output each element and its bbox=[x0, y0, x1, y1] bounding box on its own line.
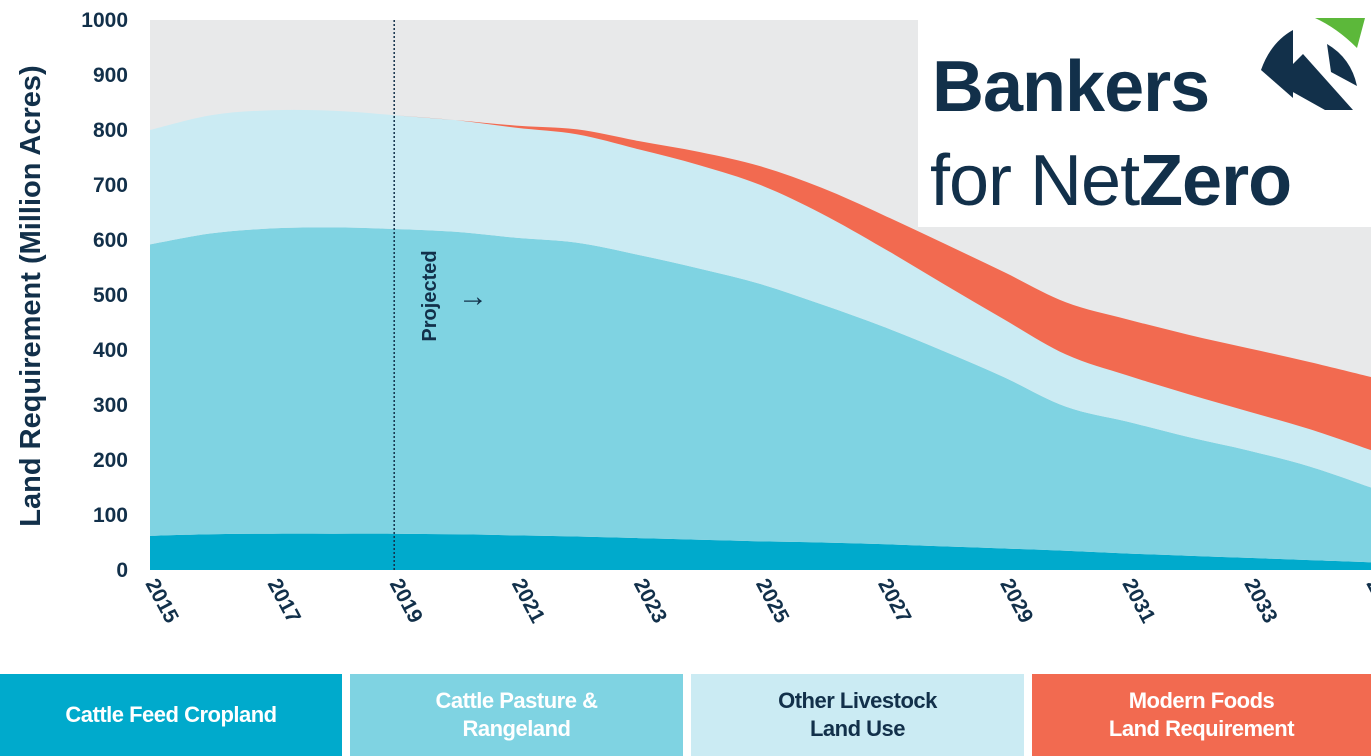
y-tick-label: 1000 bbox=[81, 9, 128, 32]
area-series-2 bbox=[150, 109, 1371, 488]
legend-modern-foods-land-requirement: Modern Foods Land Requirement bbox=[1032, 674, 1371, 756]
x-tick-label: 2015 bbox=[141, 575, 183, 627]
y-tick-label: 500 bbox=[93, 284, 128, 307]
x-tick-label: 2019 bbox=[385, 575, 427, 627]
area-series-0 bbox=[150, 533, 1371, 570]
x-tick-label: 2031 bbox=[1117, 575, 1159, 627]
area-series-group bbox=[150, 109, 1371, 570]
y-tick-label: 200 bbox=[93, 449, 128, 472]
y-tick-label: 300 bbox=[93, 394, 128, 417]
x-tick-label: 2035 bbox=[1362, 575, 1371, 627]
x-tick-label: 2021 bbox=[507, 575, 549, 627]
y-tick-label: 600 bbox=[93, 229, 128, 252]
x-tick-label: 2025 bbox=[751, 575, 793, 627]
x-tick-label: 2017 bbox=[263, 575, 305, 627]
y-tick-label: 100 bbox=[93, 504, 128, 527]
area-series-3 bbox=[150, 109, 1371, 451]
legend-cattle-feed-cropland: Cattle Feed Cropland bbox=[0, 674, 342, 756]
logo-text-for-netzero: for NetZero bbox=[930, 140, 1292, 222]
x-tick-label: 2033 bbox=[1240, 575, 1282, 627]
y-tick-label: 800 bbox=[93, 119, 128, 142]
bankers-for-netzero-mark-icon bbox=[1261, 18, 1365, 110]
projected-annotation: Projected bbox=[419, 250, 441, 341]
logo-text-bankers: Bankers bbox=[932, 47, 1210, 127]
y-axis-ticks: 0 100 200 300 400 500 600 700 800 900 1000 bbox=[81, 9, 128, 582]
x-axis-ticks: 2015 2017 2019 2021 2023 2025 2027 2029 2031 2033… bbox=[141, 575, 1371, 627]
y-axis-label: Land Requirement (Million Acres) bbox=[15, 65, 47, 526]
y-tick-label: 700 bbox=[93, 174, 128, 197]
logo-text-for-net: for Net bbox=[930, 141, 1140, 221]
y-tick-label: 0 bbox=[116, 559, 128, 582]
legend-cattle-pasture-rangeland: Cattle Pasture & Rangeland bbox=[350, 674, 683, 756]
y-tick-label: 400 bbox=[93, 339, 128, 362]
x-tick-label: 2029 bbox=[995, 575, 1037, 627]
projected-arrow-icon: → bbox=[458, 280, 488, 313]
x-tick-label: 2023 bbox=[629, 575, 671, 627]
logo: Bankers for NetZero bbox=[918, 12, 1371, 227]
legend-other-livestock-land-use: Other Livestock Land Use bbox=[691, 674, 1024, 756]
logo-text-zero: Zero bbox=[1139, 141, 1292, 221]
area-series-1 bbox=[150, 227, 1371, 563]
x-tick-label: 2027 bbox=[873, 575, 915, 627]
y-tick-label: 900 bbox=[93, 64, 128, 87]
